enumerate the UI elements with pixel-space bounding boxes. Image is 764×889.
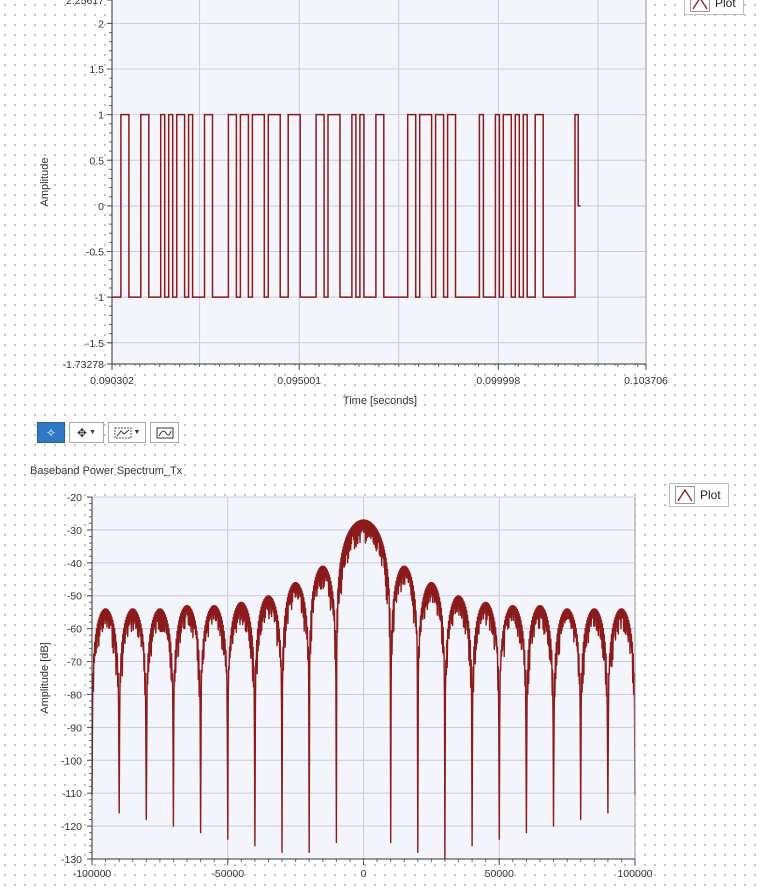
x-tick-label: 0	[361, 868, 367, 880]
y-tick-label: 1	[98, 110, 104, 122]
pan-tool-button[interactable]: ✥ ▼	[69, 422, 104, 443]
y-tick-label: 0.5	[89, 155, 104, 167]
y-tick-label: -130	[61, 854, 82, 866]
y-tick-label: -70	[67, 657, 82, 669]
y-tick-label: -1	[95, 292, 104, 304]
y-tick-label: -50	[67, 591, 82, 603]
y-tick-label: -30	[67, 525, 82, 537]
x-tick-label: 0.095001	[277, 375, 321, 387]
y-tick-label: -100	[61, 755, 82, 767]
spectrum-plot-legend[interactable]: Plot	[669, 483, 729, 507]
y-tick-label: -0.5	[86, 247, 104, 259]
y-tick-label: 2.25617	[66, 0, 104, 7]
x-tick-label: 50000	[485, 868, 514, 880]
zoom-icon	[114, 427, 132, 438]
spectrum-line	[91, 519, 636, 860]
y-tick-label: -20	[67, 492, 82, 504]
cursor-tool-button[interactable]: ✧	[37, 422, 65, 443]
spectrum-legend-label: Plot	[700, 488, 721, 502]
time-domain-graph: 2.25617 2 1.5 1 0.5 0 -0.5 -1 -1.5 -1.73278 0.0903…	[39, 0, 668, 407]
y-tick-label: -40	[67, 558, 82, 570]
chevron-down-icon: ▼	[89, 429, 96, 436]
spectrum-graph-title: Baseband Power Spectrum_Tx	[30, 465, 183, 477]
y-tick-label: -60	[67, 624, 82, 636]
spectrum-y-axis-label: Amplitude [dB]	[39, 642, 51, 714]
time-plot-area[interactable]	[112, 0, 646, 364]
waveform-line	[112, 113, 581, 298]
y-tick-label: 2	[98, 18, 104, 30]
time-waveform-trace	[112, 113, 581, 298]
time-plot-axes: 2.25617 2 1.5 1 0.5 0 -0.5 -1 -1.5 -1.73278 0.0903…	[63, 0, 668, 387]
y-tick-label: -1.5	[86, 338, 104, 350]
plot-line-icon	[675, 486, 695, 504]
y-tick-label: -80	[67, 689, 82, 701]
spectrum-trace	[91, 519, 636, 860]
zoom-tool-button[interactable]: ▼	[108, 422, 146, 443]
x-tick-label: 0.103706	[624, 375, 668, 387]
time-legend-label: Plot	[715, 0, 736, 10]
graph-palette-toolbar: ✧ ✥ ▼ ▼	[37, 422, 179, 443]
pan-icon: ✥	[77, 425, 88, 440]
time-x-axis-label: Time [seconds]	[343, 395, 417, 407]
spectrum-plot-axes: -20 -30 -40 -50 -60 -70 -80 -90 -100 -110 -120 -130…	[61, 492, 653, 880]
y-tick-label: 0	[98, 201, 104, 213]
y-tick-label: -90	[67, 722, 82, 734]
x-tick-label: -100000	[73, 868, 112, 880]
y-tick-label: -120	[61, 821, 82, 833]
y-tick-label: -1.73278	[63, 359, 105, 371]
time-plot-legend[interactable]: Plot	[684, 0, 744, 15]
time-y-axis-label: Amplitude	[39, 158, 51, 207]
x-tick-label: -50000	[211, 868, 244, 880]
crosshair-icon: ✧	[45, 425, 57, 440]
power-spectrum-graph: -20 -30 -40 -50 -60 -70 -80 -90 -100 -110 -120 -130…	[39, 492, 653, 880]
autoscale-icon	[156, 427, 173, 438]
autoscale-tool-button[interactable]	[150, 422, 179, 443]
plot-line-icon	[690, 0, 710, 12]
chevron-down-icon: ▼	[133, 429, 141, 436]
y-tick-label: 1.5	[89, 64, 104, 76]
x-tick-label: 0.090302	[90, 375, 134, 387]
x-tick-label: 0.099998	[476, 375, 520, 387]
y-tick-label: -110	[62, 788, 82, 800]
x-tick-label: 100000	[617, 868, 652, 880]
